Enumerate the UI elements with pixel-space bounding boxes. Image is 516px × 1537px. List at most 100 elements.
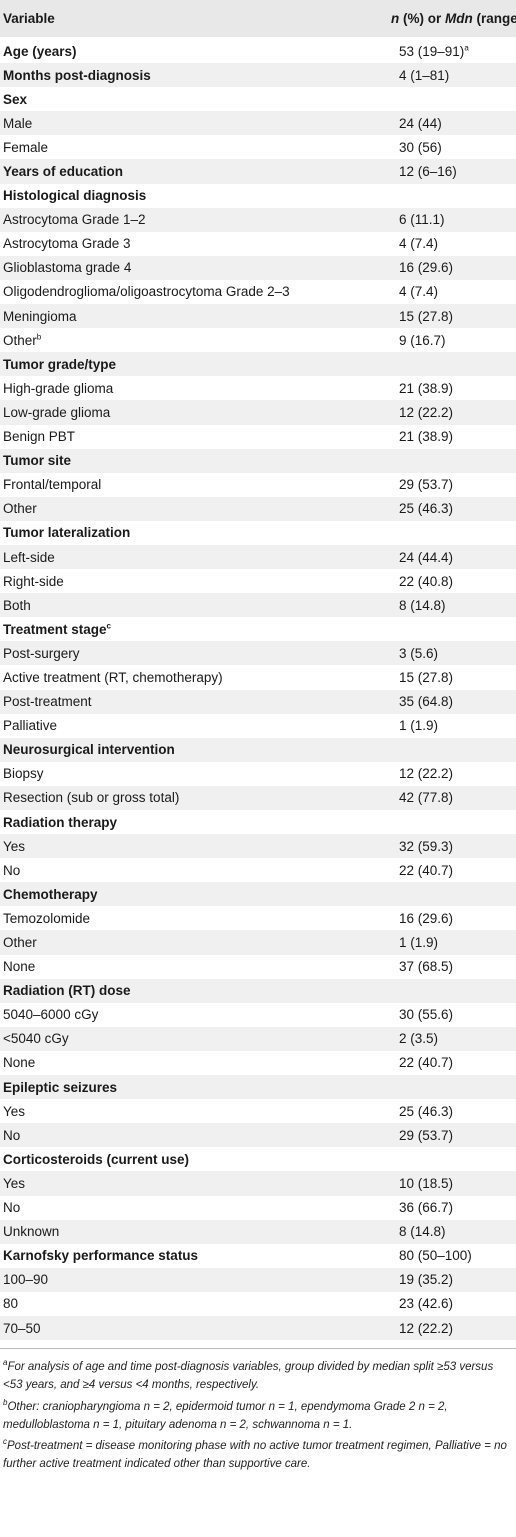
row-label-text: Neurosurgical intervention: [3, 742, 175, 758]
row-value-text: 24 (44): [399, 115, 442, 131]
row-value-text: 12 (22.2): [399, 766, 454, 782]
row-value: 24 (44.4): [389, 550, 516, 565]
row-label: Post-treatment: [0, 694, 389, 709]
section-row: Tumor grade/type: [0, 352, 516, 377]
table-row: No 22 (40.7): [0, 858, 516, 882]
table-row: Active treatment (RT, chemotherapy) 15 (2…: [0, 665, 516, 689]
row-value-text: 42 (77.8): [399, 790, 454, 806]
table-row: Meningioma 15 (27.8): [0, 304, 516, 329]
row-label-text: Low-grade glioma: [3, 404, 111, 420]
row-label-text: Right-side: [3, 573, 64, 589]
row-label-text: High-grade glioma: [3, 380, 114, 396]
row-value-text: 16 (29.6): [399, 910, 454, 926]
row-label: Epileptic seizures: [0, 1080, 389, 1095]
row-value: 12 (6–16): [389, 164, 516, 179]
row-label-text: Glioblastoma grade 4: [3, 260, 132, 276]
row-value: 12 (22.2): [389, 405, 516, 420]
section-row: Sex: [0, 87, 516, 111]
row-value: 2 (3.5): [389, 1031, 516, 1046]
footnote-text: Other: craniopharyngioma n = 2, epidermo…: [3, 1400, 448, 1431]
row-value: 6 (11.1): [389, 212, 516, 227]
table-row: Biopsy 12 (22.2): [0, 762, 516, 786]
row-label: Corticosteroids (current use): [0, 1152, 389, 1167]
row-label-text: Other: [3, 332, 37, 348]
row-value-text: 29 (53.7): [399, 477, 454, 493]
footnote-mark: c: [106, 621, 111, 631]
row-value-text: 4 (7.4): [399, 236, 439, 252]
row-value-text: 9 (16.7): [399, 332, 446, 348]
section-row: Karnofsky performance status 80 (50–100): [0, 1244, 516, 1268]
row-value: 15 (27.8): [389, 309, 516, 324]
row-value: 53 (19–91)a: [389, 44, 516, 59]
table-row: Glioblastoma grade 4 16 (29.6): [0, 255, 516, 280]
row-value-text: 16 (29.6): [399, 260, 454, 276]
footnote: bOther: craniopharyngioma n = 2, epiderm…: [3, 1397, 512, 1435]
footnote-mark: b: [36, 332, 42, 342]
row-label-text: No: [3, 1200, 21, 1216]
row-value-text: 8 (14.8): [399, 597, 446, 613]
row-label-text: Both: [3, 597, 31, 613]
table-row: Post-treatment 35 (64.8): [0, 689, 516, 714]
section-row: Neurosurgical intervention: [0, 737, 516, 762]
row-label: Years of education: [0, 164, 389, 179]
table-row: Other 1 (1.9): [0, 930, 516, 955]
row-value-text: 21 (38.9): [399, 380, 454, 396]
row-value: 12 (22.2): [389, 1321, 516, 1336]
row-value-text: 19 (35.2): [399, 1272, 454, 1288]
row-label-text: Sex: [3, 91, 28, 107]
header-variable: Variable: [3, 11, 55, 26]
section-row: Epileptic seizures: [0, 1075, 516, 1100]
characteristics-table: Variable n (%) or Mdn (range) Age (years…: [0, 0, 516, 1474]
row-value: 21 (38.9): [389, 381, 516, 396]
row-label: 100–90: [0, 1272, 389, 1287]
row-value-text: 36 (66.7): [399, 1200, 454, 1216]
row-label-text: Radiation therapy: [3, 814, 118, 830]
section-row: Age (years) 53 (19–91)a: [0, 39, 516, 63]
row-value-text: 21 (38.9): [399, 429, 454, 445]
footnote-mark: b: [3, 1397, 8, 1407]
row-label: Both: [0, 598, 389, 613]
table-row: Yes 25 (46.3): [0, 1099, 516, 1123]
row-label-text: Yes: [3, 838, 26, 854]
row-value: 30 (55.6): [389, 1007, 516, 1022]
row-label: Age (years): [0, 44, 389, 59]
header-n: n: [391, 11, 400, 26]
row-value: 21 (38.9): [389, 429, 516, 444]
row-label-text: 80: [3, 1296, 19, 1312]
table-row: Benign PBT 21 (38.9): [0, 425, 516, 449]
table-row: Right-side 22 (40.8): [0, 569, 516, 593]
row-label-text: Benign PBT: [3, 429, 76, 445]
row-value: 8 (14.8): [389, 598, 516, 613]
row-label: Other: [0, 501, 389, 516]
row-value: 36 (66.7): [389, 1200, 516, 1215]
row-label-text: Karnofsky performance status: [3, 1248, 199, 1264]
row-value: 32 (59.3): [389, 839, 516, 854]
row-label: Unknown: [0, 1224, 389, 1239]
row-label-text: Yes: [3, 1175, 26, 1191]
row-value-text: 1 (1.9): [399, 935, 439, 951]
row-label-text: Post-treatment: [3, 694, 92, 710]
table-row: Both 8 (14.8): [0, 593, 516, 618]
row-value: 10 (18.5): [389, 1176, 516, 1191]
row-label: Treatment stagec: [0, 622, 389, 637]
table-footnotes: aFor analysis of age and time post-diagn…: [0, 1349, 516, 1474]
row-label: No: [0, 1128, 389, 1143]
row-label: High-grade glioma: [0, 381, 389, 396]
row-label: Sex: [0, 92, 389, 107]
table-row: No 36 (66.7): [0, 1196, 516, 1220]
row-value: 1 (1.9): [389, 718, 516, 733]
section-row: Months post-diagnosis 4 (1–81): [0, 63, 516, 88]
row-label: Meningioma: [0, 309, 389, 324]
row-label-text: Temozolomide: [3, 910, 91, 926]
row-label: Otherb: [0, 333, 389, 348]
section-row: Chemotherapy: [0, 882, 516, 907]
row-value: 42 (77.8): [389, 790, 516, 805]
row-label: No: [0, 863, 389, 878]
table-row: Resection (sub or gross total) 42 (77.8): [0, 785, 516, 810]
table-row: Astrocytoma Grade 1–2 6 (11.1): [0, 207, 516, 232]
row-label: Tumor lateralization: [0, 525, 389, 540]
row-value: 23 (42.6): [389, 1296, 516, 1311]
row-label-text: 5040–6000 cGy: [3, 1007, 99, 1023]
row-value: 29 (53.7): [389, 1128, 516, 1143]
row-label: Glioblastoma grade 4: [0, 260, 389, 275]
